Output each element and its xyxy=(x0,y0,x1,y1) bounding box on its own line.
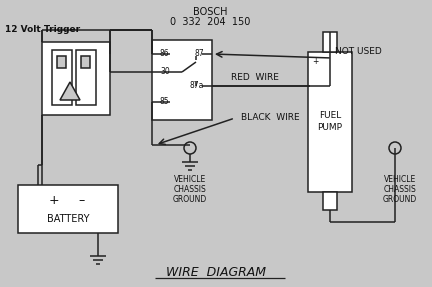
Bar xyxy=(76,50,96,105)
Text: CHASSIS: CHASSIS xyxy=(174,185,206,195)
Bar xyxy=(323,32,337,52)
Bar xyxy=(81,56,90,68)
Text: CHASSIS: CHASSIS xyxy=(384,185,416,195)
Text: PUMP: PUMP xyxy=(318,123,343,133)
Text: 86: 86 xyxy=(160,49,170,59)
Text: 87: 87 xyxy=(194,49,204,59)
Bar xyxy=(323,192,337,210)
Text: –: – xyxy=(79,195,85,208)
Bar xyxy=(18,185,118,233)
Bar xyxy=(152,40,212,120)
Text: VEHICLE: VEHICLE xyxy=(174,175,206,185)
Text: WIRE  DIAGRAM: WIRE DIAGRAM xyxy=(166,267,266,280)
Text: +: + xyxy=(49,195,59,208)
Text: 85: 85 xyxy=(160,98,170,106)
Circle shape xyxy=(389,142,401,154)
Text: 12 Volt Trigger: 12 Volt Trigger xyxy=(5,26,80,34)
Text: GROUND: GROUND xyxy=(173,195,207,205)
Circle shape xyxy=(184,142,196,154)
Text: +: + xyxy=(312,57,318,67)
Text: RED  WIRE: RED WIRE xyxy=(231,73,279,82)
Text: 0  332  204  150: 0 332 204 150 xyxy=(170,17,250,27)
Bar xyxy=(308,52,352,192)
Bar xyxy=(42,42,110,115)
Text: 87a: 87a xyxy=(190,82,204,90)
Text: 30: 30 xyxy=(160,67,170,77)
Polygon shape xyxy=(60,82,80,100)
Bar xyxy=(52,50,72,105)
Text: GROUND: GROUND xyxy=(383,195,417,205)
Text: BLACK  WIRE: BLACK WIRE xyxy=(241,113,299,123)
Text: BOSCH: BOSCH xyxy=(193,7,227,17)
Text: FUEL: FUEL xyxy=(319,112,341,121)
Bar xyxy=(57,56,66,68)
Text: BATTERY: BATTERY xyxy=(47,214,89,224)
Text: NOT USED: NOT USED xyxy=(335,48,382,57)
Text: VEHICLE: VEHICLE xyxy=(384,175,416,185)
